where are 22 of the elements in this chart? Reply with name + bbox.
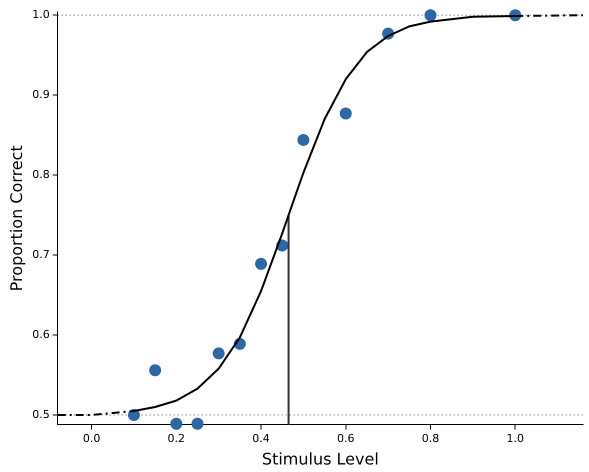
point: [255, 258, 268, 270]
y-tick-label: 0.5: [32, 408, 50, 421]
y-axis-title: Proportion Correct: [6, 145, 26, 292]
point: [170, 418, 182, 430]
x-tick-label: 0.4: [252, 432, 270, 446]
point: [191, 418, 204, 430]
y-tick-label: 0.9: [32, 88, 50, 102]
x-tick-label: 0.0: [82, 432, 100, 446]
point: [424, 9, 436, 22]
point: [149, 364, 162, 376]
x-tick-label: 0.8: [422, 432, 440, 446]
x-tick-label: 0.6: [337, 432, 355, 446]
y-tick-label: 0.8: [32, 168, 50, 181]
y-tick-label: 1.0: [32, 8, 50, 22]
point: [340, 108, 352, 120]
y-tick-label: 0.7: [32, 248, 50, 261]
point: [212, 347, 225, 360]
x-axis-title: Stimulus Level: [262, 450, 379, 469]
y-tick-label: 0.6: [32, 328, 50, 341]
point: [297, 134, 310, 146]
x-tick-label: 0.2: [168, 432, 186, 446]
x-tick-label: 1.0: [506, 432, 524, 446]
